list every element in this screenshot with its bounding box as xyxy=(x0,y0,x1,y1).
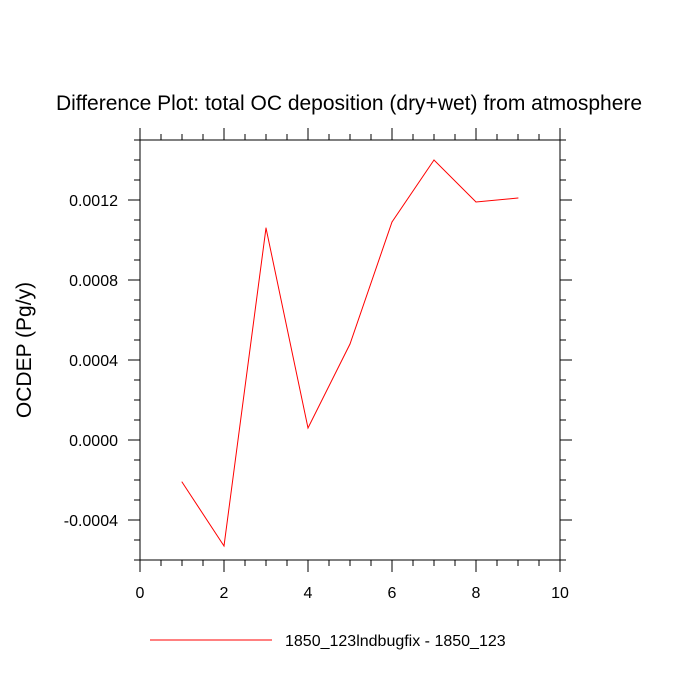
data-point xyxy=(433,159,435,161)
x-tick-labels: 0 2 4 6 8 10 xyxy=(136,585,569,602)
y-tick-label: 0.0000 xyxy=(69,433,118,450)
data-point xyxy=(517,197,519,199)
x-tick-label: 4 xyxy=(304,585,313,602)
plot-frame xyxy=(139,139,561,561)
legend: 1850_123lndbugfix - 1850_123 xyxy=(150,633,506,650)
x-tick-label: 2 xyxy=(220,585,229,602)
data-point xyxy=(265,227,267,229)
data-point xyxy=(349,343,351,345)
data-point xyxy=(181,481,183,483)
y-axis-label: OCDEP (Pg/y) xyxy=(13,282,36,418)
y-tick-label: -0.0004 xyxy=(64,513,118,530)
data-point xyxy=(223,545,225,547)
series-line xyxy=(181,159,519,548)
y-tick-label: 0.0008 xyxy=(69,273,118,290)
data-point xyxy=(475,201,477,203)
chart-title: Difference Plot: total OC deposition (dr… xyxy=(56,92,642,115)
x-tick-label: 6 xyxy=(388,585,397,602)
y-tick-label: 0.0012 xyxy=(69,193,118,210)
data-point xyxy=(391,221,393,223)
minor-ticks xyxy=(134,134,566,566)
y-tick-labels: -0.0004 0.0000 0.0004 0.0008 0.0012 xyxy=(64,193,118,530)
series-layer xyxy=(181,159,519,548)
legend-label: 1850_123lndbugfix - 1850_123 xyxy=(285,633,506,650)
data-point xyxy=(307,427,309,429)
x-tick-label: 10 xyxy=(551,585,569,602)
y-tick-label: 0.0004 xyxy=(69,353,118,370)
x-tick-label: 0 xyxy=(136,585,145,602)
major-ticks xyxy=(128,128,572,572)
x-tick-label: 8 xyxy=(472,585,481,602)
